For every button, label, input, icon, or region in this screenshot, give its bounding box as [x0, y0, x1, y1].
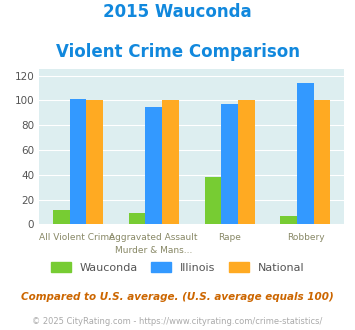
Text: Murder & Mans...: Murder & Mans... — [115, 246, 192, 255]
Bar — [297, 83, 314, 224]
Text: Compared to U.S. average. (U.S. average equals 100): Compared to U.S. average. (U.S. average … — [21, 292, 334, 302]
Bar — [70, 99, 86, 224]
Bar — [280, 216, 297, 224]
Text: 2015 Wauconda: 2015 Wauconda — [103, 3, 252, 21]
Bar — [146, 107, 162, 224]
Bar — [204, 177, 221, 224]
Bar — [162, 100, 179, 224]
Bar — [314, 100, 331, 224]
Legend: Wauconda, Illinois, National: Wauconda, Illinois, National — [46, 258, 309, 278]
Bar — [53, 210, 70, 224]
Bar — [129, 213, 146, 224]
Text: Rape: Rape — [218, 233, 241, 242]
Text: Robbery: Robbery — [288, 233, 325, 242]
Bar — [221, 104, 238, 224]
Text: © 2025 CityRating.com - https://www.cityrating.com/crime-statistics/: © 2025 CityRating.com - https://www.city… — [32, 317, 323, 326]
Bar — [238, 100, 255, 224]
Bar — [86, 100, 103, 224]
Text: All Violent Crime: All Violent Crime — [39, 233, 115, 242]
Text: Aggravated Assault: Aggravated Assault — [109, 233, 198, 242]
Text: Violent Crime Comparison: Violent Crime Comparison — [55, 43, 300, 61]
